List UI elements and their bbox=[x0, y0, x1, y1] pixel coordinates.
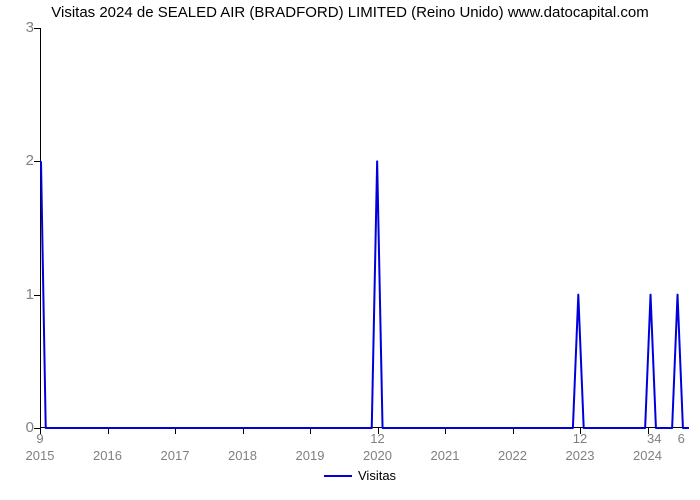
plot-area bbox=[40, 28, 688, 428]
chart-title: Visitas 2024 de SEALED AIR (BRADFORD) LI… bbox=[0, 4, 700, 21]
y-tick-mark bbox=[34, 28, 40, 29]
legend-swatch bbox=[324, 475, 352, 477]
x-tick-label: 2021 bbox=[431, 448, 460, 463]
x-tick-mark bbox=[378, 428, 379, 434]
x-tick-label: 2024 bbox=[633, 448, 662, 463]
x-tick-mark bbox=[580, 428, 581, 434]
data-line bbox=[41, 28, 689, 428]
y-tick-mark bbox=[34, 161, 40, 162]
x-tick-label: 2015 bbox=[26, 448, 55, 463]
legend: Visitas bbox=[324, 468, 396, 483]
x-tick-label: 2023 bbox=[566, 448, 595, 463]
x-tick-mark bbox=[108, 428, 109, 434]
x-tick-mark bbox=[175, 428, 176, 434]
x-tick-label: 2022 bbox=[498, 448, 527, 463]
x-tick-mark bbox=[648, 428, 649, 434]
x-tick-mark bbox=[40, 428, 41, 434]
y-tick-label: 2 bbox=[4, 152, 34, 169]
x-tick-label: 2016 bbox=[93, 448, 122, 463]
x-tick-label: 2019 bbox=[296, 448, 325, 463]
y-tick-label: 3 bbox=[4, 19, 34, 36]
x-tick-label: 2018 bbox=[228, 448, 257, 463]
x-tick-mark bbox=[513, 428, 514, 434]
x-tick-mark bbox=[243, 428, 244, 434]
x-secondary-label: 6 bbox=[678, 431, 685, 446]
x-secondary-label: 34 bbox=[647, 431, 661, 446]
x-tick-label: 2020 bbox=[363, 448, 392, 463]
x-tick-mark bbox=[310, 428, 311, 434]
legend-label: Visitas bbox=[358, 468, 396, 483]
y-tick-label: 1 bbox=[4, 286, 34, 303]
y-tick-mark bbox=[34, 295, 40, 296]
y-tick-label: 0 bbox=[4, 419, 34, 436]
x-tick-mark bbox=[445, 428, 446, 434]
x-tick-label: 2017 bbox=[161, 448, 190, 463]
